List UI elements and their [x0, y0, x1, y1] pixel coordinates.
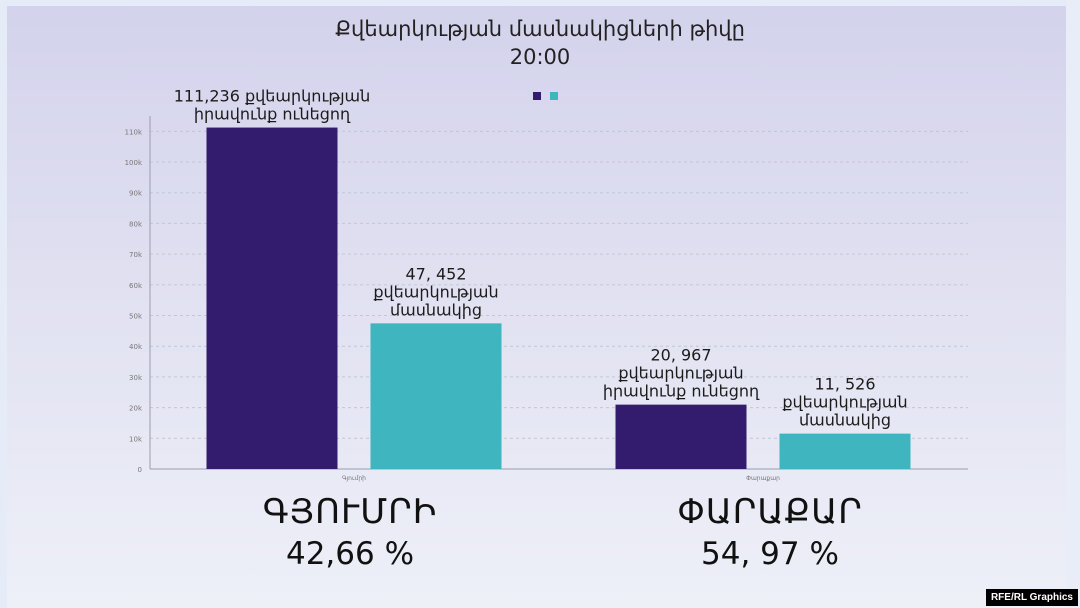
data-label: 47, 452 քվեարկության մասնակից: [373, 264, 498, 319]
bar-layer: [206, 127, 911, 470]
y-tick-label: 0: [138, 466, 142, 474]
bar-2-2: [779, 433, 911, 469]
frame-top: [0, 0, 1080, 6]
y-tick-label: 20k: [129, 405, 143, 413]
y-tick-label: 50k: [129, 313, 143, 321]
y-tick-label: 30k: [129, 374, 143, 382]
credit-badge: RFE/RL Graphics: [985, 589, 1078, 606]
y-tick-label: 40k: [129, 343, 143, 351]
data-label: 111,236 քվեարկության իրավունք ունեցող: [174, 87, 371, 124]
y-tick-label: 90k: [129, 190, 143, 198]
data-label-layer: Գյումրի 111,236 քվեարկության իրավունք ունե…: [174, 87, 908, 482]
frame-left: [0, 0, 7, 608]
bar-1-2: [370, 323, 502, 469]
bar-2-1: [615, 404, 747, 469]
panel-percent-gyumri: 42,66 %: [285, 536, 415, 572]
chart-subtitle: 20:00: [509, 45, 571, 69]
frame-right: [1066, 0, 1080, 608]
panel-name-gyumri: ԳՅՈՒՄՐԻ: [262, 492, 438, 532]
grid-layer: 0 10k 20k 30k 40k 50k 60k 70k 80k 90k 100k 110k: [125, 116, 968, 474]
legend-marker-series-1: [533, 92, 541, 100]
y-tick-label: 80k: [129, 220, 143, 228]
bar-1-1: [206, 127, 338, 470]
legend-marker-series-2: [550, 92, 558, 100]
panel-percent-parakar: 54, 97 %: [701, 536, 839, 572]
y-tick-label: 60k: [129, 282, 143, 290]
y-tick-label: 10k: [129, 435, 143, 443]
y-tick-label: 100k: [125, 159, 143, 167]
y-tick-label: 70k: [129, 251, 143, 259]
x-category-label: Փարաքար: [746, 475, 780, 482]
x-category-label: Գյումրի: [342, 475, 366, 482]
data-label: 11, 526 քվեարկության մասնակից: [782, 375, 907, 430]
data-label: 20, 967 քվեարկության իրավունք ունեցող: [603, 346, 760, 401]
chart-title: Քվեարկության մասնակիցների թիվը: [335, 17, 745, 41]
y-tick-label: 110k: [125, 128, 143, 136]
panel-name-parakar: ՓԱՐԱՔԱՐ: [677, 492, 863, 532]
